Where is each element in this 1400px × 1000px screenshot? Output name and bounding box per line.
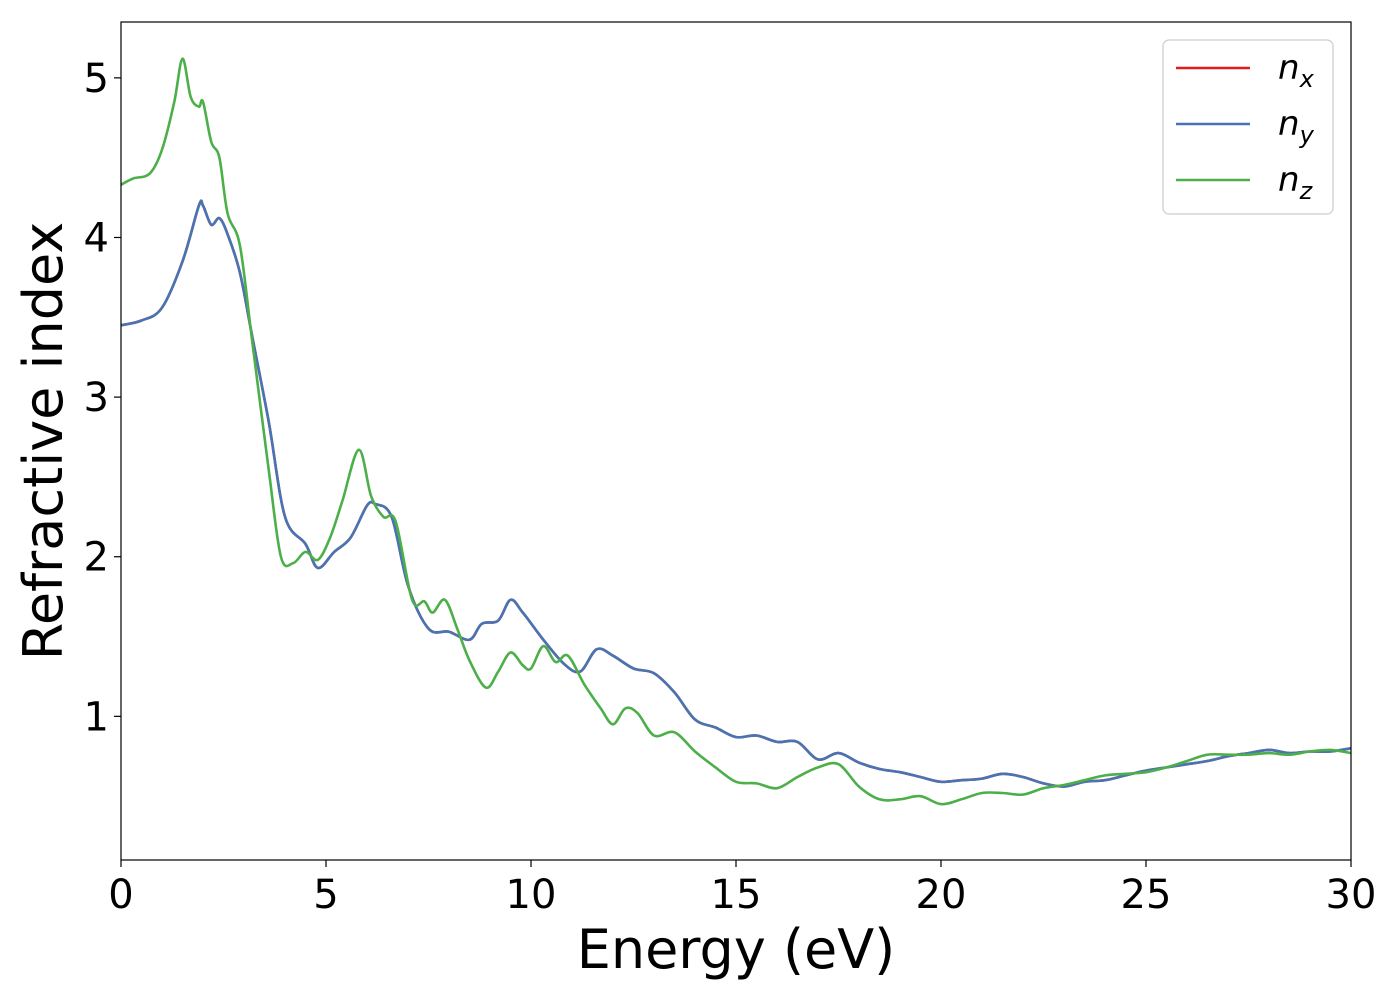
- x-tick-label: 15: [711, 872, 762, 918]
- x-axis-title: Energy (eV): [577, 918, 896, 981]
- x-tick-label: 30: [1326, 872, 1377, 918]
- x-tick-label: 10: [506, 872, 557, 918]
- plot-frame: [120, 21, 1352, 861]
- legend-label-main: n: [1278, 104, 1300, 144]
- legend-label-subscript: x: [1299, 65, 1315, 93]
- y-tick-label: 1: [84, 694, 109, 740]
- legend-label-main: n: [1278, 160, 1300, 200]
- legend-label: ny: [1278, 104, 1315, 149]
- legend-box: [1162, 39, 1334, 215]
- y-tick-label: 3: [84, 375, 109, 421]
- legend-label-main: n: [1278, 48, 1300, 88]
- x-tick-label: 0: [108, 872, 133, 918]
- series-line-n-y: [120, 199, 1352, 788]
- y-tick-label: 2: [84, 535, 109, 581]
- legend-label-subscript: y: [1299, 121, 1315, 149]
- legend-label: nz: [1278, 160, 1314, 205]
- x-tick-label: 20: [916, 872, 967, 918]
- legend-label-subscript: z: [1299, 177, 1314, 205]
- x-axis: 0 5 10 15 20 25 30: [108, 860, 1376, 918]
- legend-label: nx: [1278, 48, 1315, 93]
- series-line-n-z: [120, 57, 1352, 806]
- x-tick-label: 5: [313, 872, 338, 918]
- y-axis: 1 2 3 4 5: [84, 56, 121, 740]
- y-tick-label: 4: [84, 215, 109, 261]
- y-tick-label: 5: [84, 56, 109, 102]
- x-tick-label: 25: [1121, 872, 1172, 918]
- plot-area: [120, 57, 1352, 806]
- y-axis-title: Refractive index: [12, 222, 75, 661]
